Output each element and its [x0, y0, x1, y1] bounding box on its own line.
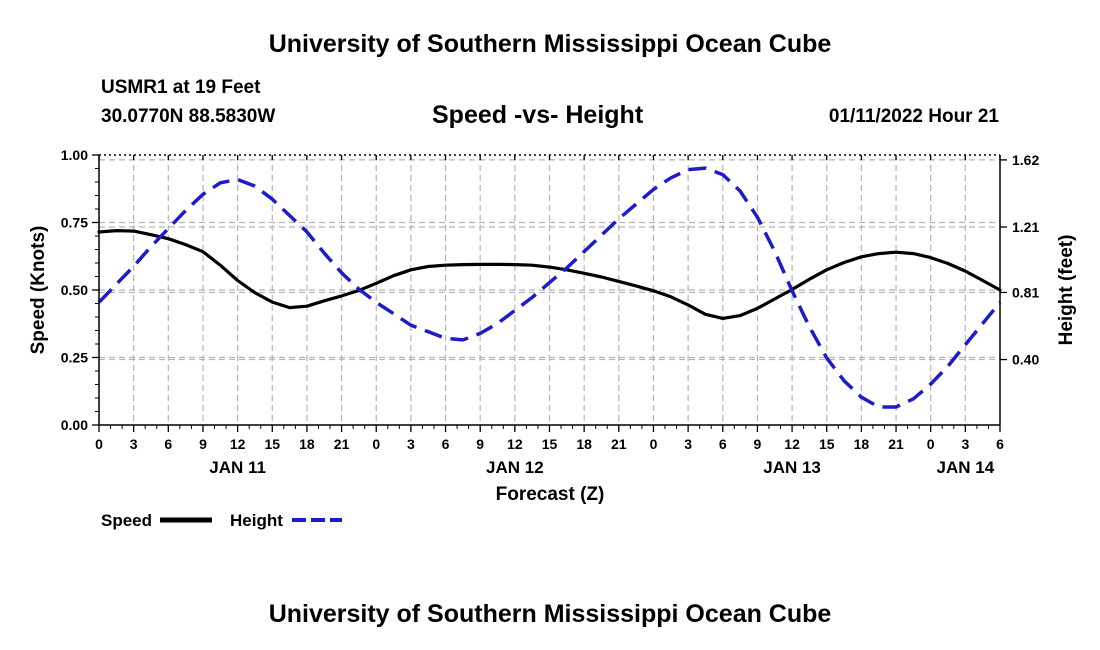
x-axis-label: Forecast (Z)	[496, 484, 605, 505]
footer-title: University of Southern Mississippi Ocean…	[268, 600, 832, 628]
x-tick-label: 18	[299, 436, 315, 452]
series-line-speed	[97, 229, 1002, 320]
x-tick-label: 6	[719, 436, 727, 452]
y2-axis-label: Height (feet)	[1056, 235, 1077, 346]
x-tick-label: 0	[372, 436, 380, 452]
y-tick-label: 0.50	[61, 282, 88, 298]
grid	[99, 155, 1000, 425]
x-tick-label: 21	[611, 436, 627, 452]
y2-tick-label: 0.81	[1012, 284, 1039, 300]
x-tick-label: 3	[407, 436, 415, 452]
station-label: USMR1 at 19 Feet	[101, 77, 261, 98]
y2-tick-label: 1.21	[1012, 219, 1039, 235]
y-axis-label: Speed (Knots)	[28, 226, 49, 355]
x-tick-label: 15	[264, 436, 280, 452]
x-tick-label: 9	[476, 436, 484, 452]
x-tick-label: 3	[961, 436, 969, 452]
x-tick-label: 0	[927, 436, 935, 452]
x-tick-label: 21	[888, 436, 904, 452]
x-tick-label: 6	[442, 436, 450, 452]
x-tick-label: 12	[230, 436, 246, 452]
y-tick-label: 1.00	[61, 147, 88, 163]
legend: Speed Height	[101, 511, 342, 530]
x-tick-label: 15	[542, 436, 558, 452]
x-tick-label: 12	[784, 436, 800, 452]
x-tick-label: 12	[507, 436, 523, 452]
coordinates-label: 30.0770N 88.5830W	[101, 106, 276, 127]
date-label: JAN 11	[209, 458, 266, 477]
legend-label-speed: Speed	[101, 511, 152, 530]
x-tick-label: 9	[754, 436, 762, 452]
y2-tick-label: 0.40	[1012, 352, 1039, 368]
issued-date-label: 01/11/2022 Hour 21	[828, 106, 999, 127]
y-tick-label: 0.25	[61, 350, 88, 366]
x-tick-label: 18	[576, 436, 592, 452]
x-tick-label: 21	[334, 436, 350, 452]
legend-label-height: Height	[230, 511, 283, 530]
chart-title: Speed -vs- Height	[432, 101, 644, 129]
x-tick-label: 6	[996, 436, 1004, 452]
series-lines	[97, 166, 1002, 409]
x-tick-label: 0	[95, 436, 103, 452]
y-tick-label: 0.75	[61, 215, 88, 231]
x-tick-label: 15	[819, 436, 835, 452]
y2-tick-label: 1.62	[1012, 152, 1039, 168]
date-label: JAN 14	[937, 458, 995, 477]
axes: 0 3 6 9 12 15 18 21 0 3 6 9 12 15 18 21 0 3 6 9 12 15 18 21 0 3 6J…	[61, 147, 1040, 477]
x-tick-label: 3	[684, 436, 692, 452]
x-tick-label: 6	[164, 436, 172, 452]
x-tick-label: 18	[854, 436, 870, 452]
page-title: University of Southern Mississippi Ocean…	[268, 30, 832, 58]
y-tick-label: 0.00	[61, 417, 88, 433]
x-tick-label: 3	[130, 436, 138, 452]
x-tick-label: 0	[650, 436, 658, 452]
x-tick-label: 9	[199, 436, 207, 452]
series-line-height	[97, 166, 1002, 409]
date-label: JAN 12	[486, 458, 544, 477]
date-label: JAN 13	[763, 458, 821, 477]
